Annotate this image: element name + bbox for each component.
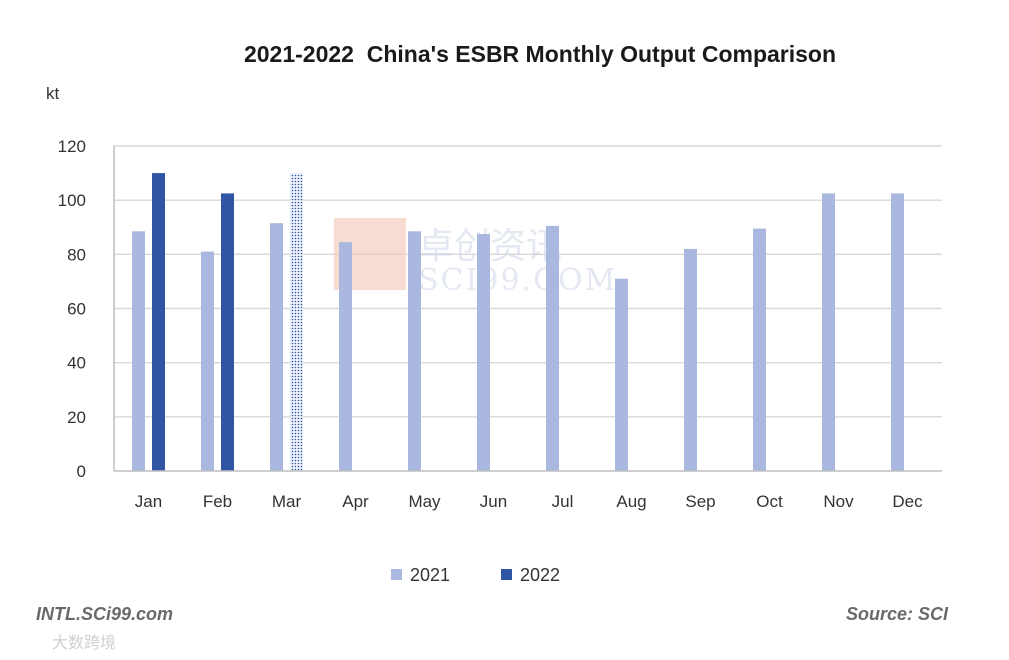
bar-2021-mar — [270, 223, 283, 471]
axes — [113, 146, 942, 472]
x-tick-labels: Jan Feb Mar Apr May Jun Jul Aug Sep Oct Nov Dec — [135, 492, 923, 511]
x-tick-label: Sep — [685, 492, 715, 511]
x-tick-label: Jul — [552, 492, 574, 511]
y-tick-label: 60 — [67, 300, 86, 319]
bar-2021-jul — [546, 225, 559, 471]
chart-title: 2021-2022 China's ESBR Monthly Output Co… — [244, 41, 836, 67]
credit-text: 大数跨境 — [52, 633, 116, 652]
legend-label-2022: 2022 — [520, 565, 560, 585]
gridlines — [114, 145, 942, 418]
x-tick-label: Dec — [892, 492, 923, 511]
x-tick-label: Jan — [135, 492, 162, 511]
bar-2021-may — [408, 231, 421, 471]
bar-2021-dec — [891, 193, 904, 472]
footer-site: INTL.SCi99.com — [36, 604, 173, 624]
x-tick-label: Mar — [272, 492, 302, 511]
y-tick-labels: 0 20 40 60 80 100 120 — [58, 137, 86, 481]
x-tick-label: May — [408, 492, 441, 511]
bar-2021-apr — [339, 242, 352, 471]
x-tick-label: Jun — [480, 492, 507, 511]
y-tick-label: 20 — [67, 408, 86, 427]
bars — [132, 173, 904, 472]
bar-2021-nov — [822, 193, 835, 472]
x-tick-label: Aug — [616, 492, 646, 511]
y-tick-label: 120 — [58, 137, 86, 156]
x-tick-label: Nov — [823, 492, 854, 511]
bar-2022-feb — [221, 193, 234, 472]
bar-2022-jan — [152, 173, 165, 472]
bar-2022-mar — [290, 173, 303, 472]
x-tick-label: Feb — [203, 492, 232, 511]
legend-label-2021: 2021 — [410, 565, 450, 585]
bar-2021-sep — [684, 248, 697, 471]
watermark-text-en: SCI99.COM — [418, 263, 617, 298]
legend: 2021 2022 — [391, 565, 560, 585]
bar-2021-aug — [615, 278, 628, 471]
watermark: 卓创资讯 SCI99.COM — [334, 218, 617, 298]
legend-swatch-2022 — [501, 569, 512, 580]
bar-2021-oct — [753, 228, 766, 471]
watermark-text-cn: 卓创资讯 — [418, 225, 562, 266]
footer-source: Source: SCI — [846, 604, 949, 624]
y-tick-label: 100 — [58, 191, 86, 210]
bar-2021-jan — [132, 231, 145, 471]
y-tick-label: 80 — [67, 245, 86, 264]
x-tick-label: Oct — [756, 492, 783, 511]
y-axis-unit: kt — [46, 84, 60, 103]
x-tick-label: Apr — [342, 492, 369, 511]
y-tick-label: 0 — [77, 462, 86, 481]
legend-swatch-2021 — [391, 569, 402, 580]
y-tick-label: 40 — [67, 354, 86, 373]
bar-2021-jun — [477, 234, 490, 471]
bar-2021-feb — [201, 251, 214, 471]
